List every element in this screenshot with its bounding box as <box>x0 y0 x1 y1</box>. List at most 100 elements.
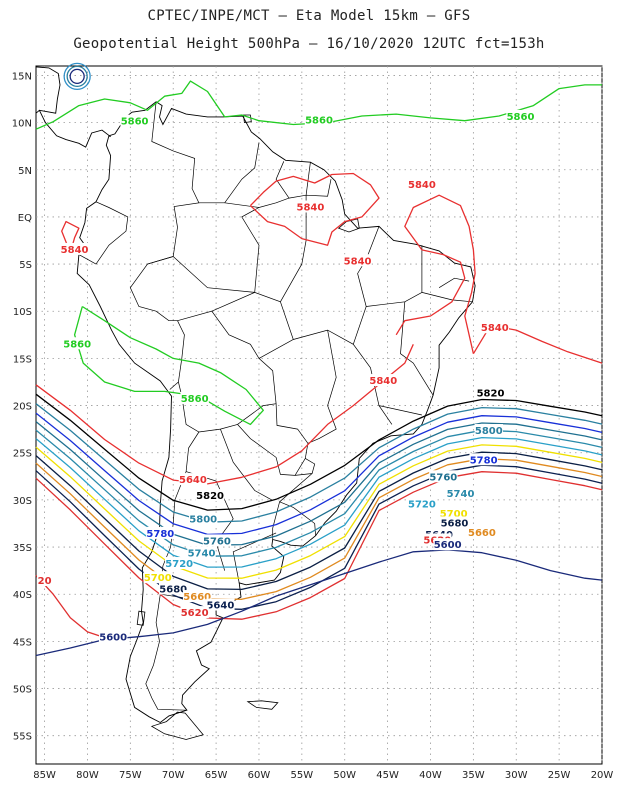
contour-5820 <box>35 393 603 511</box>
country-border <box>294 458 316 476</box>
contour-label: 5640 <box>179 475 207 486</box>
contour-label: 5860 <box>181 394 209 405</box>
lon-label: 70W <box>162 770 185 781</box>
contour-label-bg <box>180 606 209 619</box>
contour-label: 5780 <box>146 529 174 540</box>
contour-label: 5860 <box>121 117 149 128</box>
contour-5840-pacific <box>61 220 80 254</box>
country-border <box>129 101 200 390</box>
lat-label: 10N <box>12 119 32 130</box>
country-border <box>241 207 260 293</box>
map-title-line2: Geopotential Height 500hPa – 16/10/2020 … <box>73 36 545 52</box>
contour-label-bg <box>178 473 208 486</box>
contour-label: 5800 <box>189 515 217 526</box>
contour-label: 5840 <box>408 180 436 191</box>
caribbean-coastline <box>35 66 61 114</box>
lat-label: 5N <box>18 166 32 177</box>
contour-label: 5840 <box>344 256 372 267</box>
contour-label: 5800 <box>475 426 503 437</box>
contour-label-bg <box>206 598 235 611</box>
contour-5620 <box>35 471 603 620</box>
contour-label-bg <box>62 337 92 350</box>
contour-label: 5740 <box>188 549 216 560</box>
country-border <box>421 292 473 303</box>
contour-label-bg <box>98 630 128 643</box>
contour-label-bg <box>446 487 475 500</box>
lon-label: 50W <box>333 770 356 781</box>
contour-label: 5860 <box>305 116 333 127</box>
contour-5600 <box>35 549 603 657</box>
contour-label: 5740 <box>447 489 475 500</box>
contour-5840-ne <box>395 194 476 354</box>
country-border <box>280 195 307 302</box>
lat-label: 10S <box>13 307 32 318</box>
contour-label-bg <box>189 512 218 525</box>
contour-label-bg <box>439 507 468 520</box>
contour-label-bg <box>369 374 398 387</box>
contour-label-bg <box>440 516 469 529</box>
chiloe-coast <box>136 610 146 626</box>
contour-label: 5660 <box>183 592 211 603</box>
contour-label-bg <box>343 254 372 267</box>
contour-label-bg <box>195 489 225 502</box>
low-center-ring <box>69 68 85 85</box>
lat-label: 35S <box>13 543 32 554</box>
country-border <box>305 162 311 196</box>
contour-5860-north <box>35 80 602 130</box>
contour-label-bg <box>165 557 194 570</box>
contour-5680 <box>35 451 603 591</box>
latitude-labels: 15N 10N 5N EQ 5S 10S 15S 20S 25S 30S 35S 40S 45S 50S 5… <box>12 71 32 742</box>
longitude-labels: 85W 80W 75W 70W 65W 60W 55W 50W 45W 40W 35W 30W 25W 2… <box>33 770 613 781</box>
lat-label: 25S <box>13 449 32 460</box>
central-america-coastline <box>35 109 111 148</box>
lon-label: 65W <box>205 770 228 781</box>
contour-5840-south <box>35 344 414 485</box>
contour-label: 5820 <box>477 388 505 399</box>
contour-label-bg <box>120 114 149 127</box>
lon-label: 25W <box>548 770 571 781</box>
contour-label: 5640 <box>206 601 234 612</box>
contour-label-bg <box>476 386 505 399</box>
country-border <box>177 310 277 433</box>
contour-label: 5700 <box>144 573 172 584</box>
contour-label-bg <box>159 582 188 595</box>
lat-label: 30S <box>13 496 32 507</box>
contour-5860-south <box>73 305 264 426</box>
map-frame <box>35 65 603 765</box>
contour-label-bg <box>143 571 172 584</box>
contour-label-bg <box>407 497 437 510</box>
low-center-ring <box>63 62 91 91</box>
contour-label: 5840 <box>61 245 89 256</box>
lat-label: 5S <box>19 260 32 271</box>
lon-label: 60W <box>248 770 271 781</box>
lat-label: 15N <box>12 71 32 82</box>
contour-label-bg <box>433 538 462 551</box>
lat-label: 55S <box>13 732 32 743</box>
contour-labels: 5860 5860 5860 5840 5840 5840 5840 5840 5860 5840… <box>36 109 535 644</box>
lon-label: 35W <box>462 770 485 781</box>
low-center-ring <box>66 65 88 88</box>
country-border <box>352 226 380 345</box>
contour-label: 5600 <box>99 633 127 644</box>
lat-label: EQ <box>18 213 32 224</box>
contour-5640 <box>35 464 603 610</box>
contour-5780 <box>35 412 603 536</box>
contour-label: 5820 <box>196 491 224 502</box>
contour-5840-north <box>249 172 380 246</box>
lon-label: 45W <box>376 770 399 781</box>
contour-label-bg <box>469 453 498 466</box>
lon-label: 30W <box>505 770 528 781</box>
country-border <box>172 256 255 293</box>
marajo-coast <box>337 218 360 233</box>
contour-5760 <box>35 421 603 546</box>
contour-5620-west <box>35 574 114 642</box>
contour-label-bg <box>296 200 325 213</box>
contour-label-bg <box>474 424 503 437</box>
country-border <box>78 201 129 265</box>
country-border <box>211 292 294 340</box>
country-border <box>272 501 280 540</box>
country-border <box>220 428 272 501</box>
contour-label: 5680 <box>441 518 469 529</box>
contour-label-bg <box>304 113 334 126</box>
low-pressure-center <box>63 62 91 91</box>
